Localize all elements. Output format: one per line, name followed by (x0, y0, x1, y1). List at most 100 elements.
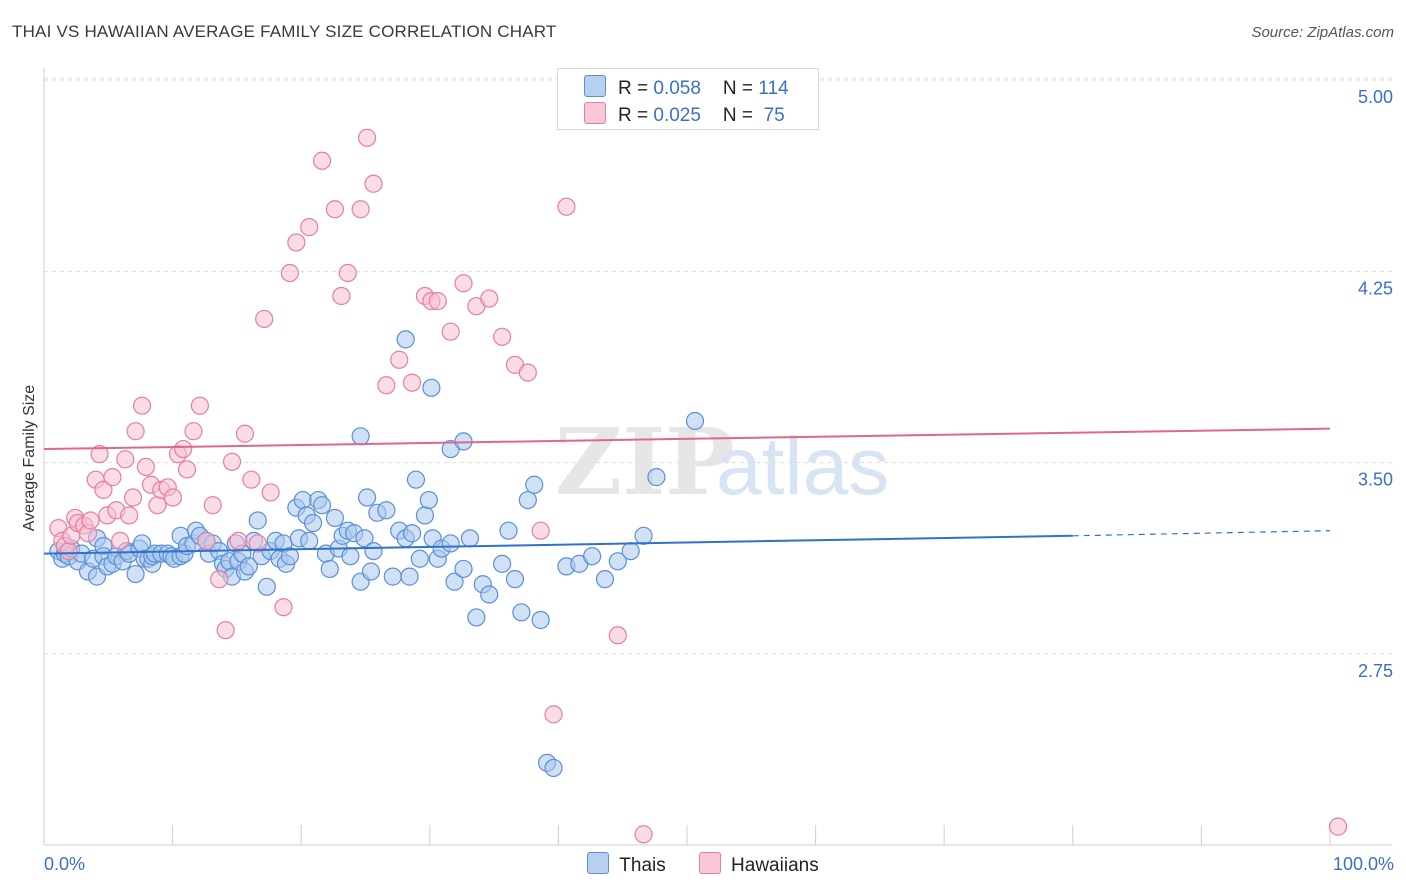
thais-point (248, 511, 267, 530)
hawaiians-point (120, 506, 139, 525)
hawaiians-point (332, 286, 351, 306)
x-tick-label-min: 0.0% (44, 854, 85, 874)
hawaiians-point (126, 422, 145, 441)
source-label: Source: ZipAtlas.com (1251, 24, 1394, 41)
hawaiians-point (136, 457, 155, 477)
axes (43, 68, 1392, 846)
hawaiians-point (480, 289, 499, 308)
thais-point (685, 411, 705, 431)
thais-point (341, 547, 360, 566)
hawaiians-point (116, 450, 135, 469)
thais-point (239, 557, 258, 576)
hawaiians-trend-line (43, 427, 1331, 451)
hawaiians-point (634, 825, 653, 844)
hawaiians-point (90, 445, 109, 464)
hawaiians-point (280, 263, 300, 283)
thais-point (441, 534, 460, 553)
hawaiians-point (148, 496, 167, 515)
hawaiians-point (203, 496, 222, 515)
legend-r-value: 0.058 (653, 78, 701, 99)
thais-point (257, 577, 276, 596)
watermark-atlas: atlas (716, 421, 889, 512)
thais-point (460, 529, 480, 548)
hawaiians-point (377, 376, 396, 395)
y-tick-label: 2.75 (1358, 661, 1393, 681)
hawaiians-point (608, 626, 627, 645)
thais-point (608, 552, 627, 571)
hawaiians-point (441, 322, 460, 341)
hawaiians-point (190, 396, 209, 415)
hawaiians-point (111, 531, 130, 550)
thais-point (647, 468, 666, 487)
hawaiians-swatch (584, 102, 606, 124)
thais-point (505, 570, 525, 589)
y-tick-labels: 2.75 3.50 4.25 5.00 (1358, 87, 1393, 681)
hawaiians-point (222, 452, 242, 471)
y-tick-label: 3.50 (1358, 470, 1393, 490)
thais-point (419, 490, 438, 510)
thais-point (621, 541, 640, 561)
hawaiians-point (493, 327, 512, 346)
thais-point (361, 562, 381, 581)
thais-trend-line (43, 534, 1073, 555)
hawaiians-point (364, 174, 383, 193)
hawaiians-point (163, 488, 182, 507)
hawaiians-point (132, 396, 152, 415)
legend-label-hawaiians: Hawaiians (731, 855, 819, 876)
thais-point (396, 330, 415, 349)
legend-r-value: 0.025 (653, 105, 701, 126)
thais-point (126, 564, 145, 584)
hawaiians-point (325, 200, 345, 219)
thais-point (364, 541, 383, 561)
hawaiians-point (454, 274, 473, 293)
thais-point (583, 547, 602, 566)
hawaiians-point (255, 309, 274, 329)
thais-point (544, 758, 563, 778)
watermark-zip: ZIP (555, 408, 734, 516)
hawaiians-point (59, 541, 78, 561)
hawaiians-point (287, 233, 306, 252)
thais-point (325, 508, 345, 528)
hawaiians-point (177, 460, 197, 479)
thais-point (400, 567, 419, 586)
hawaiians-point (197, 531, 216, 550)
hawaiians-point (210, 570, 229, 589)
hawaiians-point (184, 422, 203, 441)
thais-point (634, 526, 653, 545)
hawaiians-point (123, 488, 143, 507)
thais-point (493, 554, 512, 573)
hawaiians-point (242, 470, 261, 489)
thais-point (480, 585, 499, 604)
legend-item-thais[interactable]: Thais (587, 852, 666, 877)
thais-point (300, 531, 319, 550)
legend-item-hawaiians[interactable]: Hawaiians (699, 852, 819, 877)
hawaiians-point (81, 511, 100, 530)
hawaiians-point (103, 468, 122, 487)
hawaiians-point (357, 128, 377, 147)
thais-point (406, 470, 426, 489)
thais-point (410, 549, 429, 568)
hawaiians-point (94, 480, 113, 499)
y-tick-label: 5.00 (1358, 87, 1393, 107)
legend-n-label: N = (722, 78, 759, 99)
x-tick-label-max: 100.0% (1333, 854, 1394, 874)
thais-points (49, 330, 705, 778)
hawaiians-point (531, 521, 550, 540)
hawaiians-point (1328, 817, 1348, 836)
thais-point (422, 378, 441, 397)
thais-legend-swatch (587, 852, 610, 874)
hawaiians-point (300, 218, 319, 237)
trend-lines (43, 427, 1331, 555)
hawaiians-point (216, 621, 235, 640)
thais-point (280, 547, 300, 566)
hawaiians-point (518, 363, 537, 382)
thais-point (377, 501, 396, 520)
thais-point (351, 427, 370, 446)
legend-label-thais: Thais (619, 855, 666, 876)
thais-point (499, 521, 518, 540)
hawaiians-point (229, 531, 248, 550)
series-legend: Thais Hawaiians (0, 852, 1406, 877)
thais-point (467, 608, 486, 627)
thais-point (357, 488, 377, 507)
